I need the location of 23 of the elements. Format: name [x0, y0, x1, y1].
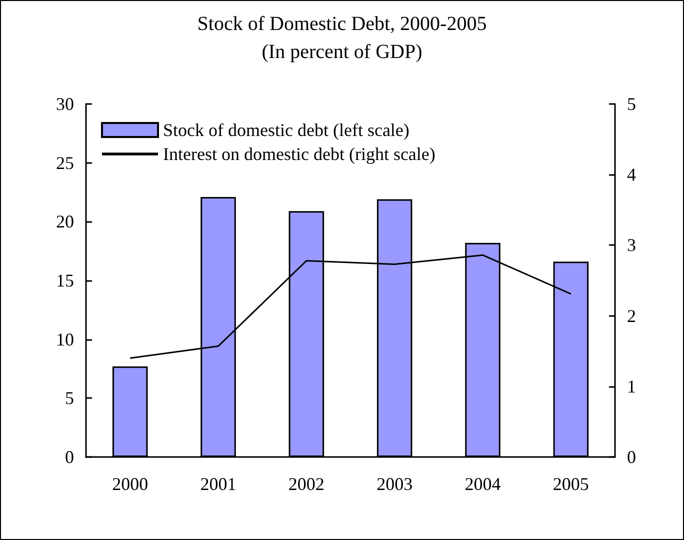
x-tick-label: 2004 — [464, 474, 501, 494]
x-tick-label: 2003 — [376, 474, 413, 494]
y-tick-label: 15 — [56, 270, 74, 290]
y-tick-label: 30 — [56, 94, 74, 114]
y2-tick-label: 0 — [627, 447, 636, 467]
y-tick-label: 10 — [56, 329, 74, 350]
y2-tick-label: 4 — [627, 164, 636, 185]
x-tick-label: 2002 — [288, 474, 324, 494]
x-tick-label: 2005 — [552, 474, 589, 494]
chart-title: Stock of Domestic Debt, 2000-2005 — [197, 13, 487, 35]
y-tick-label: 25 — [56, 152, 74, 173]
x-tick-label: 2001 — [200, 474, 236, 494]
y2-tick-label: 2 — [627, 306, 636, 326]
chart-subtitle: (In percent of GDP) — [262, 41, 422, 63]
y-tick-label: 20 — [56, 212, 74, 232]
y-tick-label: 5 — [65, 388, 74, 408]
legend-label: Stock of domestic debt (left scale) — [163, 120, 410, 140]
y-tick-label: 0 — [65, 447, 74, 467]
y2-tick-label: 5 — [627, 94, 636, 114]
x-tick-label: 2000 — [112, 474, 148, 494]
legend-label: Interest on domestic debt (right scale) — [163, 144, 436, 164]
y2-tick-label: 1 — [627, 376, 636, 396]
y2-tick-label: 3 — [627, 235, 636, 256]
